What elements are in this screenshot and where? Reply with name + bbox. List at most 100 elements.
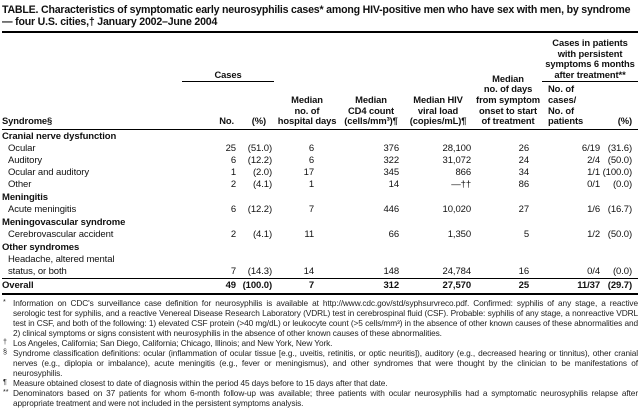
col-header-persistent-group: Cases in patients with persistent sympto…	[542, 32, 639, 83]
table-row: Acute meningitis 6 (12.2) 7 446 10,020 27 1/6 (1…	[2, 204, 638, 216]
footnote-mark: **	[3, 386, 9, 396]
row-label: Overall	[2, 277, 182, 295]
row-label: Acute meningitis	[8, 203, 77, 215]
cell-hospital-days: 7	[308, 203, 315, 215]
cell-ratio: 0/4	[587, 265, 601, 277]
section-label: Meningovascular syndrome	[2, 216, 126, 228]
cell-viral-load: 31,072	[442, 154, 472, 166]
cell-persistent-pct: (100.0)	[602, 166, 633, 178]
table-row: Auditory 6 (12.2) 6 322 31,072 24 2/4 (50.0)	[2, 155, 638, 167]
cell-viral-load: 28,100	[442, 142, 472, 154]
col-header-persistent-pct: (%)	[602, 81, 639, 130]
col-header-onset-days: Median no. of days from symptom onset to…	[474, 32, 543, 130]
col-header-cases-group: Cases	[182, 32, 275, 83]
cell-cases-no: 49	[182, 277, 238, 295]
table-title: TABLE. Characteristics of symptomatic ea…	[2, 4, 631, 28]
cell-persistent-pct: (50.0)	[607, 228, 633, 240]
cell-viral-load: 866	[455, 166, 472, 178]
cell-onset-days: 27	[518, 203, 530, 215]
cell-viral-load: 1,350	[447, 228, 472, 240]
cell-ratio: 6/19	[581, 142, 601, 154]
cell-hospital-days: 14	[303, 265, 315, 277]
footnote-mark: ††	[3, 407, 11, 408]
table-section-row: Meningovascular syndrome	[2, 216, 638, 229]
cell-onset-days: 24	[518, 154, 530, 166]
section-label: Cranial nerve dysfunction	[2, 130, 117, 142]
col-header-cases-patients-ratio: No. of cases/ No. of patients	[542, 81, 603, 130]
table-row: Ocular and auditory 1 (2.0) 17 345 866 34 1/1 (1…	[2, 167, 638, 179]
row-label: Auditory	[8, 154, 43, 166]
cell-onset-days: 34	[518, 166, 530, 178]
cell-hospital-days: 6	[308, 154, 315, 166]
footnote-text: Denominators based on 37 patients for wh…	[13, 387, 638, 408]
table-row: Other 2 (4.1) 1 14 —†† 86 0/1 (0.0)	[2, 179, 638, 191]
section-label: Meningitis	[2, 191, 48, 203]
footnote-mark: †	[3, 336, 7, 346]
cell-onset-days: 25	[474, 277, 543, 295]
cell-hospital-days: 6	[308, 142, 315, 154]
table-row: Overall 49 (100.0) 7 312 27,570 25 11/37 (29.7)	[2, 277, 639, 295]
cell-persistent-pct: (50.0)	[607, 154, 633, 166]
footnote-pilcrow: ¶ Measure obtained closest to date of dia…	[2, 377, 638, 388]
header-row-groups: Syndrome§ Cases Median no. of hospital d…	[2, 32, 639, 130]
table-header: Syndrome§ Cases Median no. of hospital d…	[2, 32, 639, 130]
row-label: Headache, altered mental status, or both	[8, 253, 115, 277]
footnotes: * Information on CDC's surveillance case …	[2, 295, 638, 408]
cell-viral-load: —††	[451, 178, 472, 190]
cell-persistent-pct: (16.7)	[607, 203, 633, 215]
cell-cases-pct: (4.1)	[252, 178, 273, 190]
col-header-cases-no: No.	[182, 81, 238, 130]
cell-cases-no: 7	[230, 265, 236, 277]
row-label: Ocular and auditory	[8, 166, 90, 178]
col-header-cases-pct: (%)	[238, 81, 275, 130]
cell-cd4: 148	[383, 265, 400, 277]
table-section-row: Other syndromes	[2, 241, 638, 254]
cell-onset-days: 5	[523, 228, 530, 240]
footnote-double-asterisk: ** Denominators based on 37 patients for …	[2, 386, 638, 408]
table-body: Cranial nerve dysfunction Ocular 25 (51.0) 6…	[2, 129, 639, 295]
footnote-mark: §	[3, 346, 7, 356]
footnote-section: § Syndrome classification definitions: oc…	[2, 346, 638, 378]
cell-viral-load: 10,020	[442, 203, 472, 215]
cell-onset-days: 16	[518, 265, 530, 277]
cell-onset-days: 26	[518, 142, 530, 154]
row-label: Cerebrovascular accident	[8, 228, 114, 240]
cell-persistent-pct: (31.6)	[607, 142, 633, 154]
footnote-mark: *	[3, 296, 6, 306]
cell-viral-load: 24,784	[442, 265, 472, 277]
cell-ratio: 2/4	[587, 154, 601, 166]
table-row: Ocular 25 (51.0) 6 376 28,100 26 6/19 (31.6)	[2, 143, 638, 155]
cell-cases-pct: (4.1)	[252, 228, 273, 240]
cell-ratio: 0/1	[587, 178, 601, 190]
cell-cases-pct: (2.0)	[252, 166, 273, 178]
neurosyphilis-table: Syndrome§ Cases Median no. of hospital d…	[2, 31, 639, 295]
cell-cases-no: 2	[230, 228, 236, 240]
cell-cd4: 66	[388, 228, 400, 240]
cell-cases-no: 6	[230, 203, 236, 215]
cell-ratio: 11/37	[542, 277, 603, 295]
footnote-asterisk: * Information on CDC's surveillance case …	[2, 296, 638, 338]
cell-ratio: 1/2	[587, 228, 601, 240]
footnote-dagger: † Los Angeles, California; San Diego, Cal…	[2, 336, 638, 348]
cell-cd4: 14	[388, 178, 400, 190]
row-label: Ocular	[8, 142, 36, 154]
table-row: Headache, altered mental status, or both…	[2, 254, 638, 279]
cell-cases-no: 25	[225, 142, 236, 154]
cell-cd4: 376	[383, 142, 400, 154]
cell-persistent-pct: (0.0)	[612, 178, 633, 190]
section-label: Other syndromes	[2, 241, 80, 253]
cell-cases-no: 1	[230, 166, 236, 178]
cell-viral-load: 27,570	[402, 277, 475, 295]
cell-ratio: 1/6	[587, 203, 601, 215]
cell-cases-pct: (51.0)	[247, 142, 273, 154]
table-row: Cerebrovascular accident 2 (4.1) 11 66 1,350 5…	[2, 229, 638, 241]
cell-persistent-pct: (29.7)	[602, 277, 639, 295]
table-section-row: Cranial nerve dysfunction	[2, 129, 638, 143]
cell-cases-pct: (12.2)	[247, 203, 273, 215]
cell-cd4: 446	[383, 203, 400, 215]
cell-ratio: 1/1	[587, 166, 601, 178]
table-section-row: Meningitis	[2, 191, 638, 204]
cell-persistent-pct: (0.0)	[612, 265, 633, 277]
footnote-text: Los Angeles, California; San Diego, Cali…	[13, 337, 333, 348]
